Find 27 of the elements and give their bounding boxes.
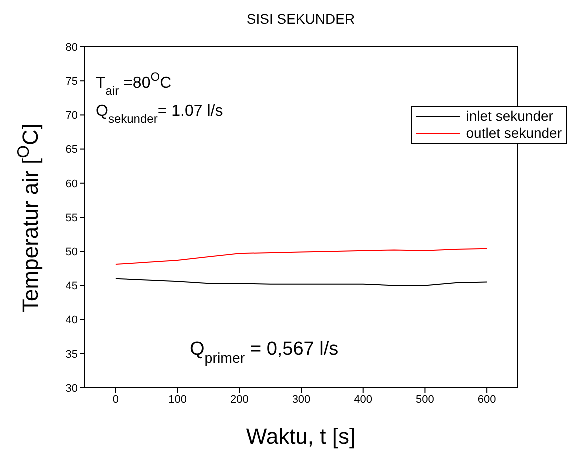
y-tick-label: 80 [66, 42, 78, 54]
y-tick-label: 55 [66, 212, 78, 224]
y-tick-label: 35 [66, 348, 78, 361]
y-tick-label: 40 [66, 314, 78, 327]
x-tick-label: 100 [168, 394, 187, 406]
x-tick-label: 600 [478, 394, 496, 406]
annotation: T$_{air}$ =80$^{O}$C [96, 70, 172, 98]
annotation: Q$_{sekunder}$= 1.07 l/s [96, 103, 224, 126]
y-tick-label: 50 [66, 246, 78, 259]
x-tick-label: 400 [354, 394, 373, 406]
y-tick-label: 60 [66, 178, 78, 190]
y-tick-label: 70 [66, 110, 78, 122]
y-tick-label: 45 [66, 280, 78, 293]
x-tick-label: 500 [416, 394, 434, 406]
x-tick-label: 300 [292, 394, 311, 406]
line-series [115, 278, 488, 286]
y-tick-label: 30 [66, 382, 78, 395]
y-tick-label: 65 [66, 144, 78, 156]
x-tick-label: 0 [112, 394, 119, 406]
x-axis-title: Waktu, t [s] [246, 424, 356, 449]
y-tick-label: 75 [66, 76, 78, 88]
legend-label: inlet sekunder [466, 108, 554, 125]
annotation: Q$_{primer}$ = 0,567 l/s [190, 339, 339, 367]
line-series [115, 248, 488, 266]
x-tick-label: 200 [230, 394, 249, 406]
chart-title: SISI SEKUNDER [246, 11, 356, 27]
legend-label: outlet sekunder [466, 125, 562, 142]
